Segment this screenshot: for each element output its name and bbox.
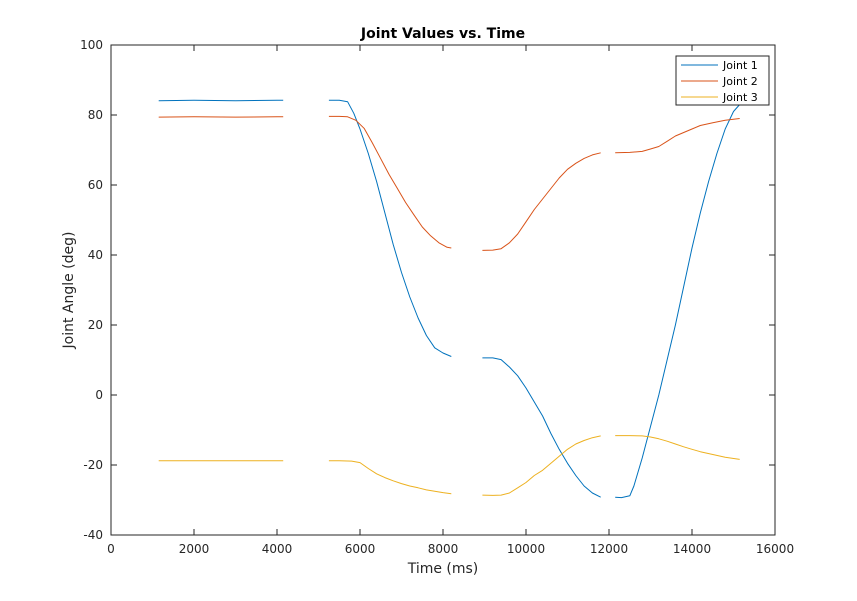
x-tick-label: 12000: [590, 542, 628, 556]
series-line-segment: [482, 152, 601, 251]
series-line-segment: [482, 435, 601, 496]
series-joint-3: [158, 435, 740, 496]
x-tick-label: 8000: [428, 542, 459, 556]
axes-box: [110, 44, 776, 536]
y-tick-label: 40: [88, 248, 103, 262]
x-tick-label: 14000: [673, 542, 711, 556]
x-tick-label: 2000: [179, 542, 210, 556]
y-tick-label: -40: [83, 528, 103, 542]
series-joint-1: [158, 99, 741, 499]
x-tick-label: 4000: [262, 542, 293, 556]
series-line-segment: [328, 99, 452, 357]
series-layer: [158, 99, 741, 499]
legend: Joint 1 Joint 2 Joint 3: [675, 55, 770, 106]
y-tick-label: -20: [83, 458, 103, 472]
series-line-segment: [615, 104, 741, 499]
x-tick-label: 10000: [507, 542, 545, 556]
plot-area: [110, 44, 776, 536]
y-axis-label: Joint Angle (deg): [61, 232, 77, 350]
x-tick-label: 6000: [345, 542, 376, 556]
x-axis-label: Time (ms): [407, 561, 479, 577]
legend-label: Joint 1: [722, 59, 758, 72]
x-tick-label: 16000: [756, 542, 794, 556]
series-line-segment: [328, 115, 452, 249]
series-joint-2: [158, 115, 740, 251]
legend-label: Joint 2: [722, 75, 758, 88]
y-tick-label: 100: [80, 38, 103, 52]
series-line-segment: [615, 435, 740, 460]
series-line-segment: [615, 118, 740, 154]
x-axis: 0 2000 4000 6000 8000 10000 12000 14000 16000: [107, 45, 794, 556]
chart-title: Joint Values vs. Time: [360, 26, 525, 42]
series-line-segment: [482, 357, 601, 498]
y-tick-label: 60: [88, 178, 103, 192]
series-line-segment: [328, 460, 452, 495]
y-tick-label: 80: [88, 108, 103, 122]
y-tick-label: 0: [95, 388, 103, 402]
x-tick-label: 0: [107, 542, 115, 556]
y-axis: -40 -20 0 20 40 60 80 100: [80, 38, 775, 542]
legend-label: Joint 3: [722, 91, 758, 104]
y-tick-label: 20: [88, 318, 103, 332]
